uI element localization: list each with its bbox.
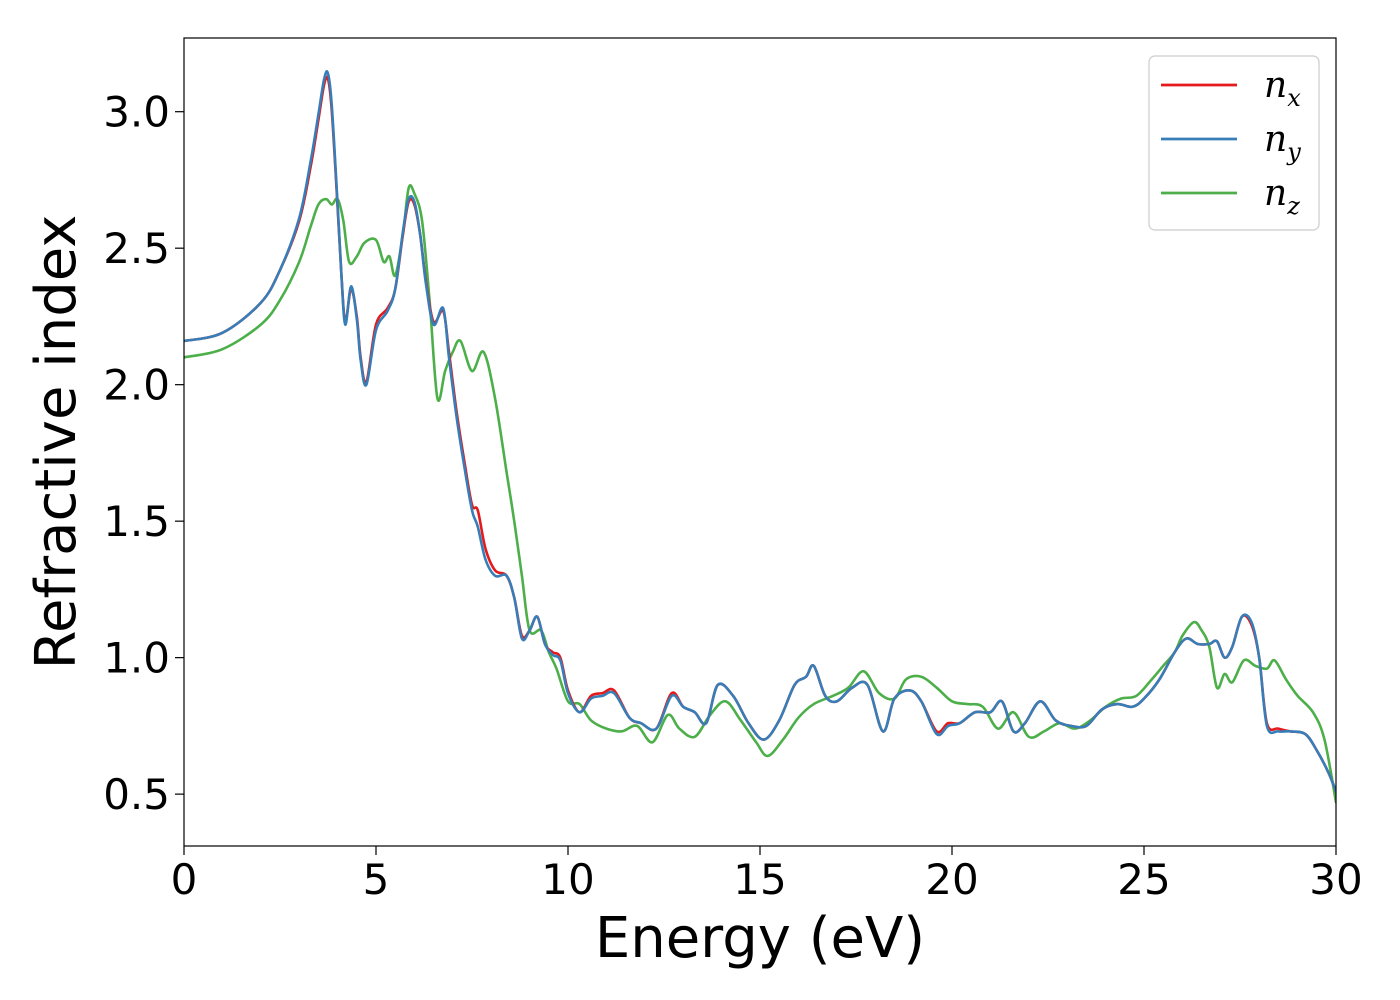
x-tick-label: 10	[541, 855, 594, 904]
x-tick-label: 15	[733, 855, 786, 904]
y-tick-label: 2.5	[103, 224, 170, 273]
y-tick-label: 1.5	[103, 497, 170, 546]
y-tick-label: 0.5	[103, 770, 170, 819]
x-tick-label: 20	[925, 855, 978, 904]
legend-label-ny: ny	[1264, 119, 1301, 166]
x-tick-label: 25	[1117, 855, 1170, 904]
tick-layer: 0 5 10 15 20 25 30 0.5 1.0 1.5 2.0 2.5 3.0	[103, 88, 1363, 904]
x-axis-label: Energy (eV)	[595, 906, 925, 971]
y-tick-label: 2.0	[103, 361, 170, 410]
y-tick-label: 3.0	[103, 88, 170, 137]
y-axis-label: Refractive index	[24, 215, 89, 670]
legend: nx ny nz	[1148, 55, 1320, 231]
x-tick-label: 5	[363, 855, 390, 904]
y-tick-label: 1.0	[103, 634, 170, 683]
x-tick-label: 0	[171, 855, 198, 904]
series-line-ny	[184, 70, 1336, 793]
series-layer	[184, 70, 1336, 804]
legend-label-nz: nz	[1264, 173, 1300, 220]
legend-box	[1148, 55, 1320, 231]
x-tick-label: 30	[1309, 855, 1362, 904]
legend-label-nx: nx	[1264, 65, 1301, 112]
